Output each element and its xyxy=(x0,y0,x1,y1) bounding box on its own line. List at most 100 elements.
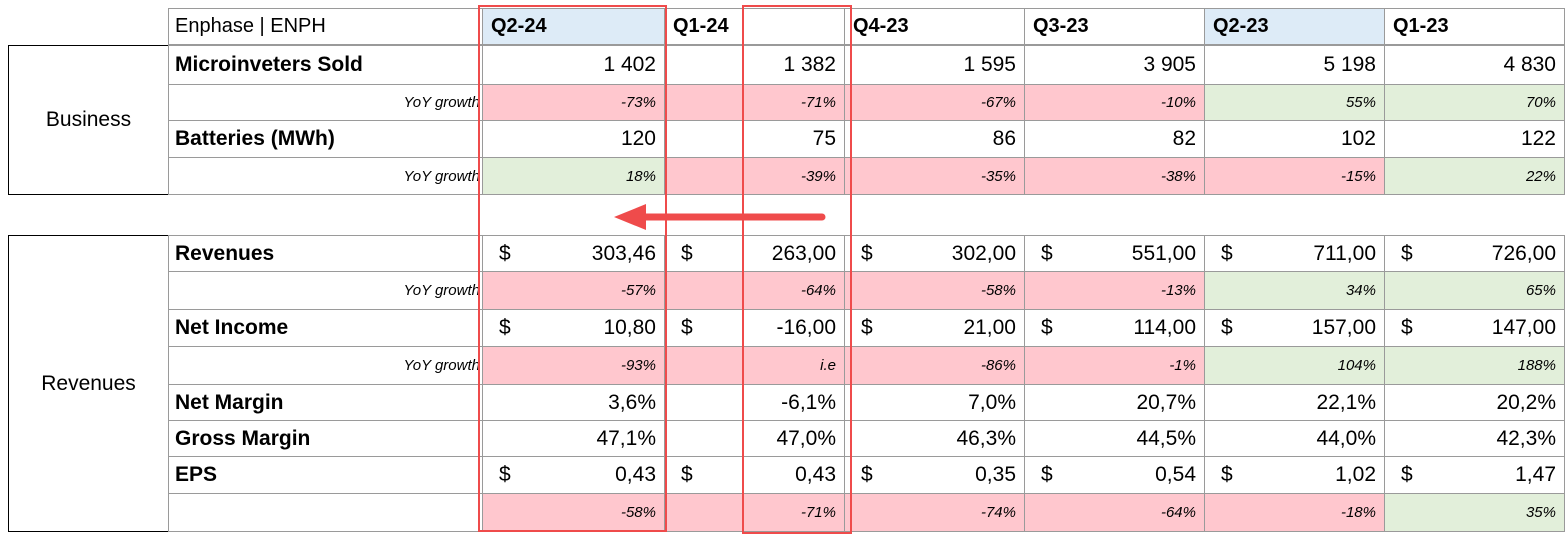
yoy-cell: -10% xyxy=(1025,85,1205,121)
currency-symbol: $ xyxy=(1041,463,1053,486)
value-cell: 1 595 xyxy=(845,45,1025,85)
row-label: Microinveters Sold xyxy=(168,45,483,85)
cell-value: 44,0% xyxy=(1316,426,1376,450)
cell-value: 102 xyxy=(1340,127,1376,150)
yoy-cell: 35% xyxy=(1385,494,1565,532)
cell-value: 157,00 xyxy=(1311,316,1376,339)
yoy-cell: -15% xyxy=(1205,158,1385,195)
value-cell: 42,3% xyxy=(1385,421,1565,457)
value-cell: $551,00 xyxy=(1025,235,1205,272)
cell-value: 726,00 xyxy=(1491,241,1556,265)
cell-value: 0,54 xyxy=(1155,463,1196,486)
arrow-left-icon xyxy=(614,204,826,230)
yoy-cell: -71% xyxy=(665,85,845,121)
yoy-growth-label: YoY growth xyxy=(168,158,483,195)
yoy-cell: 70% xyxy=(1385,85,1565,121)
cell-value: 4 830 xyxy=(1503,53,1556,76)
value-cell: $0,35 xyxy=(845,457,1025,494)
currency-symbol: $ xyxy=(681,241,693,265)
currency-symbol: $ xyxy=(1221,463,1233,486)
column-header-q3-23: Q3-23 xyxy=(1025,8,1205,45)
cell-value: 3,6% xyxy=(608,390,656,414)
column-header-q2-24: Q2-24 xyxy=(483,8,665,45)
yoy-cell: -57% xyxy=(483,272,665,310)
cell-value: 65% xyxy=(1525,282,1556,299)
cell-value: i.e xyxy=(820,357,836,374)
cell-value: -71% xyxy=(800,94,836,111)
cell-value: 86 xyxy=(992,127,1016,150)
yoy-cell: -58% xyxy=(483,494,665,532)
column-header-q1-24: Q1-24 xyxy=(665,8,845,45)
value-cell: 7,0% xyxy=(845,385,1025,421)
cell-value: 303,46 xyxy=(591,241,656,265)
yoy-cell: 65% xyxy=(1385,272,1565,310)
yoy-cell: -38% xyxy=(1025,158,1205,195)
cell-value: 147,00 xyxy=(1491,316,1556,339)
section-label-business: Business xyxy=(8,45,169,195)
cell-value: 75 xyxy=(812,127,836,150)
cell-value: 1 402 xyxy=(603,53,656,76)
yoy-cell: -58% xyxy=(845,272,1025,310)
yoy-cell: 34% xyxy=(1205,272,1385,310)
cell-value: 34% xyxy=(1345,282,1376,299)
yoy-cell: -35% xyxy=(845,158,1025,195)
cell-value: -16,00 xyxy=(776,316,836,339)
cell-value: -10% xyxy=(1160,94,1196,111)
yoy-cell: -39% xyxy=(665,158,845,195)
cell-value: -1% xyxy=(1169,357,1196,374)
value-cell: -6,1% xyxy=(665,385,845,421)
row-label: EPS xyxy=(168,457,483,494)
yoy-cell: -18% xyxy=(1205,494,1385,532)
currency-symbol: $ xyxy=(861,241,873,265)
cell-value: 18% xyxy=(625,167,656,185)
currency-symbol: $ xyxy=(499,316,511,339)
cell-value: 55% xyxy=(1345,94,1376,111)
cell-value: -93% xyxy=(620,357,656,374)
value-cell: $263,00 xyxy=(665,235,845,272)
value-cell: 47,1% xyxy=(483,421,665,457)
cell-value: -86% xyxy=(980,357,1016,374)
yoy-cell: 55% xyxy=(1205,85,1385,121)
yoy-growth-label: YoY growth xyxy=(168,85,483,121)
value-cell: 86 xyxy=(845,121,1025,158)
cell-value: 188% xyxy=(1517,357,1556,374)
value-cell: $302,00 xyxy=(845,235,1025,272)
value-cell: $10,80 xyxy=(483,310,665,347)
value-cell: $21,00 xyxy=(845,310,1025,347)
yoy-cell: 104% xyxy=(1205,347,1385,385)
cell-value: -64% xyxy=(800,282,836,299)
cell-value: 42,3% xyxy=(1496,426,1556,450)
currency-symbol: $ xyxy=(1401,241,1413,265)
cell-value: 551,00 xyxy=(1131,241,1196,265)
value-cell: 44,5% xyxy=(1025,421,1205,457)
value-cell: 120 xyxy=(483,121,665,158)
value-cell: $114,00 xyxy=(1025,310,1205,347)
cell-value: -64% xyxy=(1160,504,1196,521)
yoy-cell: i.e xyxy=(665,347,845,385)
yoy-cell: -67% xyxy=(845,85,1025,121)
cell-value: 114,00 xyxy=(1133,316,1196,339)
cell-value: 302,00 xyxy=(951,241,1016,265)
currency-symbol: $ xyxy=(1041,241,1053,265)
column-header-q2-23: Q2-23 xyxy=(1205,8,1385,45)
cell-value: 35% xyxy=(1525,504,1556,521)
value-cell: 4 830 xyxy=(1385,45,1565,85)
cell-value: 3 905 xyxy=(1143,53,1196,76)
value-cell: 102 xyxy=(1205,121,1385,158)
cell-value: 120 xyxy=(620,127,656,150)
value-cell: 46,3% xyxy=(845,421,1025,457)
value-cell: $ -16,00 xyxy=(665,310,845,347)
yoy-cell: -73% xyxy=(483,85,665,121)
cell-value: 1,47 xyxy=(1515,463,1556,486)
value-cell: 3,6% xyxy=(483,385,665,421)
cell-value: -18% xyxy=(1340,504,1376,521)
value-cell: 1 382 xyxy=(665,45,845,85)
row-label: Batteries (MWh) xyxy=(168,121,483,158)
currency-symbol: $ xyxy=(1041,316,1053,339)
currency-symbol: $ xyxy=(1401,316,1413,339)
cell-value: -58% xyxy=(980,282,1016,299)
row-label: Gross Margin xyxy=(168,421,483,457)
cell-value: -74% xyxy=(980,504,1016,521)
cell-value: 1 595 xyxy=(963,53,1016,76)
cell-value: -39% xyxy=(800,167,836,185)
